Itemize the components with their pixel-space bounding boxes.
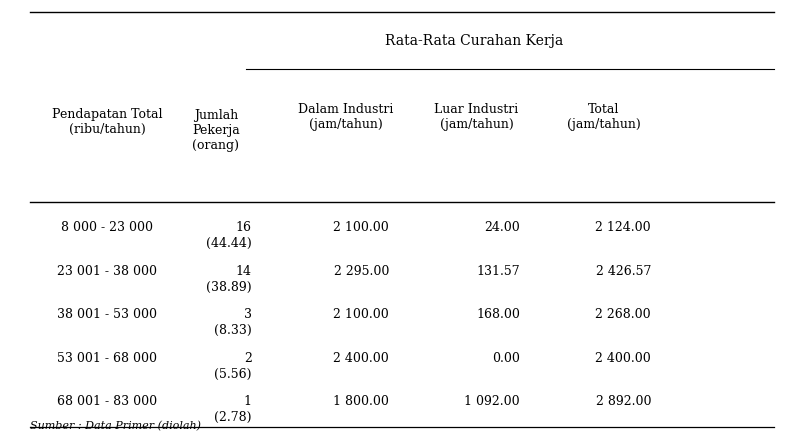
Text: 24.00: 24.00 bbox=[484, 221, 520, 234]
Text: (38.89): (38.89) bbox=[206, 281, 252, 294]
Text: 2: 2 bbox=[244, 352, 252, 365]
Text: Pendapatan Total
(ribu/tahun): Pendapatan Total (ribu/tahun) bbox=[52, 108, 163, 135]
Text: 2 100.00: 2 100.00 bbox=[333, 221, 389, 234]
Text: 1 092.00: 1 092.00 bbox=[464, 395, 520, 408]
Text: Dalam Industri
(jam/tahun): Dalam Industri (jam/tahun) bbox=[298, 103, 393, 131]
Text: (44.44): (44.44) bbox=[206, 237, 252, 250]
Text: 8 000 - 23 000: 8 000 - 23 000 bbox=[61, 221, 153, 234]
Text: (2.78): (2.78) bbox=[214, 411, 252, 424]
Text: 2 400.00: 2 400.00 bbox=[596, 352, 651, 365]
Text: 38 001 - 53 000: 38 001 - 53 000 bbox=[57, 308, 157, 321]
Text: 23 001 - 38 000: 23 001 - 38 000 bbox=[57, 265, 157, 278]
Text: 2 892.00: 2 892.00 bbox=[596, 395, 651, 408]
Text: Sumber : Data Primer (diolah): Sumber : Data Primer (diolah) bbox=[30, 421, 201, 431]
Text: 2 124.00: 2 124.00 bbox=[596, 221, 651, 234]
Text: 1: 1 bbox=[244, 395, 252, 408]
Text: Total
(jam/tahun): Total (jam/tahun) bbox=[567, 103, 640, 131]
Text: 2 268.00: 2 268.00 bbox=[596, 308, 651, 321]
Text: 131.57: 131.57 bbox=[476, 265, 520, 278]
Text: 168.00: 168.00 bbox=[476, 308, 520, 321]
Text: 16: 16 bbox=[236, 221, 252, 234]
Text: Rata-Rata Curahan Kerja: Rata-Rata Curahan Kerja bbox=[385, 34, 564, 48]
Text: 68 001 - 83 000: 68 001 - 83 000 bbox=[57, 395, 157, 408]
Text: 2 100.00: 2 100.00 bbox=[333, 308, 389, 321]
Text: (5.56): (5.56) bbox=[214, 368, 252, 381]
Text: 14: 14 bbox=[236, 265, 252, 278]
Text: 1 800.00: 1 800.00 bbox=[333, 395, 389, 408]
Text: 2 295.00: 2 295.00 bbox=[333, 265, 389, 278]
Text: 53 001 - 68 000: 53 001 - 68 000 bbox=[57, 352, 157, 365]
Text: Jumlah
Pekerja
(orang): Jumlah Pekerja (orang) bbox=[192, 108, 240, 152]
Text: (8.33): (8.33) bbox=[214, 324, 252, 337]
Text: 3: 3 bbox=[244, 308, 252, 321]
Text: 2 400.00: 2 400.00 bbox=[333, 352, 389, 365]
Text: 0.00: 0.00 bbox=[492, 352, 520, 365]
Text: Luar Industri
(jam/tahun): Luar Industri (jam/tahun) bbox=[434, 103, 518, 131]
Text: 2 426.57: 2 426.57 bbox=[596, 265, 651, 278]
